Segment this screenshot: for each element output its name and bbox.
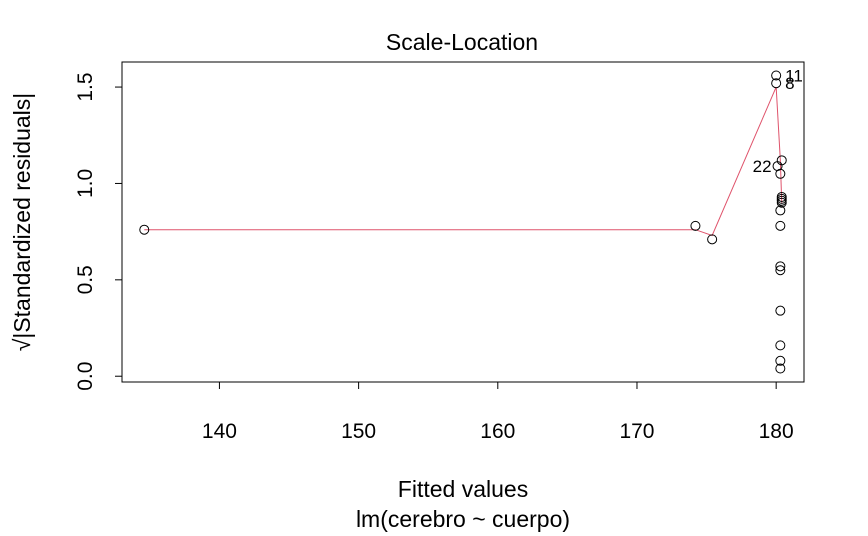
point-label: 11	[785, 66, 803, 85]
data-point	[690, 220, 701, 231]
data-point	[775, 340, 786, 351]
data-point	[775, 168, 786, 179]
data-point	[775, 355, 786, 366]
x-tick-label: 170	[619, 420, 654, 443]
point-label: 22	[753, 157, 772, 176]
data-point	[771, 78, 782, 89]
data-point	[776, 197, 787, 208]
point-label: 8	[785, 74, 794, 93]
y-axis: 0.0 0.5 1.0 1.5	[74, 72, 123, 391]
x-axis-sublabel: lm(cerebro ~ cuerpo)	[356, 506, 570, 532]
data-point	[775, 363, 786, 374]
y-tick-label: 1.5	[74, 72, 97, 101]
data-points	[139, 70, 787, 374]
data-point	[775, 265, 786, 276]
y-tick-label: 0.0	[74, 362, 97, 391]
point-labels: 118 22	[753, 66, 803, 176]
x-axis-label: Fitted values	[398, 476, 528, 502]
smoother-line	[144, 86, 783, 237]
x-tick-label: 160	[480, 420, 515, 443]
chart-title: Scale-Location	[386, 29, 538, 55]
y-axis-label: √|Standardized residuals|	[9, 93, 35, 352]
y-tick-label: 1.0	[74, 169, 97, 198]
data-point	[775, 261, 786, 272]
x-tick-label: 180	[759, 420, 794, 443]
x-tick-label: 150	[341, 420, 376, 443]
x-tick-label: 140	[202, 420, 237, 443]
y-tick-label: 0.5	[74, 265, 97, 294]
data-point	[775, 205, 786, 216]
x-axis: 140 150 160 170 180	[202, 381, 794, 443]
data-point	[776, 155, 787, 166]
data-point	[775, 220, 786, 231]
data-point	[707, 234, 718, 245]
data-point	[139, 224, 150, 235]
data-point	[775, 305, 786, 316]
data-point	[771, 70, 782, 81]
